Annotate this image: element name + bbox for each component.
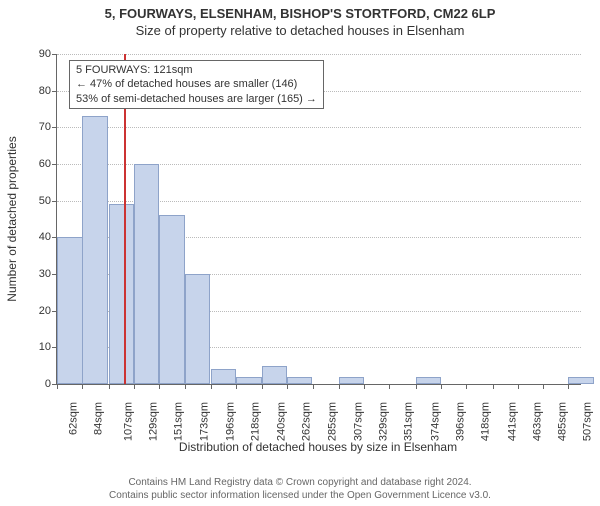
xtick-label: 329sqm (377, 402, 389, 441)
xtick-mark (57, 384, 58, 389)
xtick-label: 351sqm (403, 402, 415, 441)
histogram-bar (262, 366, 288, 384)
x-axis-label: Distribution of detached houses by size … (179, 440, 457, 454)
xtick-label: 218sqm (250, 402, 262, 441)
xtick-label: 151sqm (173, 402, 185, 441)
ytick-label: 70 (39, 121, 51, 133)
xtick-mark (109, 384, 110, 389)
xtick-label: 463sqm (531, 402, 543, 441)
histogram-bar (416, 377, 442, 384)
ytick-label: 30 (39, 268, 51, 280)
xtick-mark (287, 384, 288, 389)
histogram-bar (57, 237, 83, 384)
ytick-mark (52, 91, 57, 92)
histogram-bar (185, 274, 211, 384)
footer-line2: Contains public sector information licen… (0, 489, 600, 502)
histogram-bar (211, 369, 237, 384)
xtick-mark (441, 384, 442, 389)
xtick-mark (518, 384, 519, 389)
xtick-label: 173sqm (198, 402, 210, 441)
xtick-mark (364, 384, 365, 389)
y-axis-label: Number of detached properties (5, 136, 19, 301)
xtick-mark (262, 384, 263, 389)
xtick-mark (416, 384, 417, 389)
histogram-bar (287, 377, 313, 384)
xtick-label: 441sqm (506, 402, 518, 441)
xtick-label: 196sqm (225, 402, 237, 441)
xtick-label: 396sqm (454, 402, 466, 441)
xtick-label: 485sqm (557, 402, 569, 441)
xtick-label: 84sqm (93, 402, 105, 435)
histogram-bar (339, 377, 365, 384)
histogram-bar (82, 116, 108, 384)
xtick-mark (493, 384, 494, 389)
xtick-label: 285sqm (327, 402, 339, 441)
xtick-label: 240sqm (275, 402, 287, 441)
xtick-mark (543, 384, 544, 389)
xtick-label: 107sqm (122, 402, 134, 441)
ytick-mark (52, 127, 57, 128)
xtick-label: 374sqm (429, 402, 441, 441)
ytick-label: 10 (39, 341, 51, 353)
ytick-label: 40 (39, 231, 51, 243)
ytick-label: 60 (39, 158, 51, 170)
ytick-mark (52, 201, 57, 202)
footer-line1: Contains HM Land Registry data © Crown c… (0, 476, 600, 489)
xtick-label: 307sqm (352, 402, 364, 441)
xtick-label: 129sqm (148, 402, 160, 441)
histogram-bar (159, 215, 185, 384)
xtick-label: 62sqm (68, 402, 80, 435)
ytick-label: 90 (39, 48, 51, 60)
xtick-mark (313, 384, 314, 389)
ytick-mark (52, 164, 57, 165)
gridline (57, 54, 581, 55)
xtick-mark (159, 384, 160, 389)
xtick-mark (185, 384, 186, 389)
xtick-label: 262sqm (300, 402, 312, 441)
annotation-box: 5 FOURWAYS: 121sqm← 47% of detached hous… (69, 60, 324, 109)
xtick-mark (82, 384, 83, 389)
xtick-mark (236, 384, 237, 389)
ytick-label: 20 (39, 305, 51, 317)
footer-attribution: Contains HM Land Registry data © Crown c… (0, 476, 600, 502)
xtick-mark (211, 384, 212, 389)
histogram-plot: 01020304050607080905 FOURWAYS: 121sqm← 4… (56, 54, 581, 385)
annotation-line2: ← 47% of detached houses are smaller (14… (76, 77, 317, 91)
ytick-label: 0 (45, 378, 51, 390)
xtick-label: 507sqm (582, 402, 594, 441)
xtick-mark (339, 384, 340, 389)
xtick-mark (389, 384, 390, 389)
annotation-line1: 5 FOURWAYS: 121sqm (76, 63, 317, 77)
chart-title-line1: 5, FOURWAYS, ELSENHAM, BISHOP'S STORTFOR… (0, 6, 600, 21)
chart-title-line2: Size of property relative to detached ho… (0, 23, 600, 38)
xtick-mark (134, 384, 135, 389)
ytick-mark (52, 54, 57, 55)
histogram-bar (109, 204, 135, 384)
ytick-label: 50 (39, 195, 51, 207)
xtick-mark (466, 384, 467, 389)
xtick-label: 418sqm (480, 402, 492, 441)
histogram-bar (236, 377, 262, 384)
histogram-bar (568, 377, 594, 384)
ytick-label: 80 (39, 85, 51, 97)
gridline (57, 127, 581, 128)
histogram-bar (134, 164, 160, 384)
annotation-line3: 53% of semi-detached houses are larger (… (76, 92, 317, 106)
xtick-mark (568, 384, 569, 389)
